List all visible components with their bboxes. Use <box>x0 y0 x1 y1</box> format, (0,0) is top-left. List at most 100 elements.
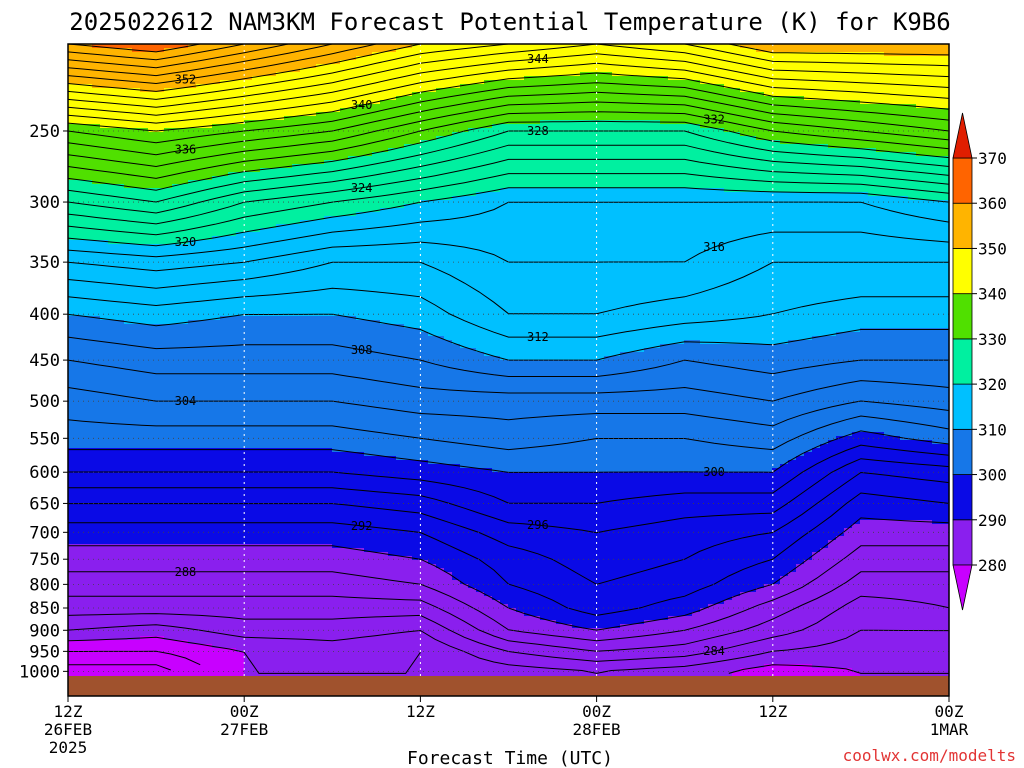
colorbar-high-arrow <box>952 112 973 159</box>
temperature-cell <box>164 128 173 189</box>
temperature-cell <box>180 88 189 129</box>
temperature-cell <box>468 348 477 469</box>
temperature-cell <box>428 92 437 141</box>
temperature-cell <box>548 188 557 361</box>
temperature-cell <box>276 448 285 545</box>
temperature-cell <box>164 44 173 49</box>
temperature-cell <box>100 640 109 677</box>
temperature-cell <box>204 128 213 181</box>
temperature-cell <box>276 168 285 225</box>
temperature-cell <box>732 44 741 89</box>
temperature-cell <box>420 332 429 461</box>
temperature-cell <box>76 180 85 241</box>
temperature-cell <box>444 200 453 341</box>
temperature-cell <box>708 128 717 189</box>
temperature-cell <box>292 448 301 545</box>
temperature-cell <box>556 44 565 77</box>
temperature-cell <box>500 188 509 361</box>
temperature-cell <box>484 356 493 469</box>
temperature-cell <box>332 548 341 677</box>
temperature-cell <box>716 44 725 85</box>
temperature-cell <box>164 448 173 545</box>
temperature-cell <box>460 468 469 585</box>
temperature-cell <box>668 472 677 617</box>
isentrope-336 <box>67 91 950 156</box>
isentrope-282 <box>67 624 949 674</box>
temperature-cell <box>580 72 589 121</box>
temperature-cell <box>596 120 605 189</box>
x-tick-label: 26FEB <box>44 720 92 739</box>
temperature-cell <box>308 220 317 317</box>
temperature-cell <box>116 128 125 185</box>
temperature-cell <box>668 344 677 473</box>
temperature-cell <box>828 336 837 441</box>
colorbar-swatch <box>952 338 973 385</box>
temperature-cell <box>420 200 429 333</box>
isentrope-304 <box>67 387 950 427</box>
colorbar-label: 330 <box>978 330 1007 349</box>
temperature-cell <box>356 56 365 105</box>
temperature-cell <box>156 544 165 637</box>
temperature-cell <box>340 160 349 217</box>
temperature-cell <box>724 44 733 89</box>
temperature-cell <box>84 180 93 241</box>
temperature-cell <box>268 316 277 449</box>
temperature-cell <box>100 48 109 89</box>
colorbar-label: 320 <box>978 375 1007 394</box>
temperature-cell <box>124 44 133 49</box>
temperature-cell <box>188 644 197 677</box>
temperature-cell <box>308 44 317 69</box>
temperature-cell <box>916 44 925 57</box>
temperature-cell <box>148 44 157 53</box>
temperature-cell <box>652 620 661 677</box>
temperature-cell <box>636 472 645 625</box>
temperature-cell <box>860 328 869 433</box>
temperature-cell <box>100 184 109 241</box>
temperature-cell <box>76 124 85 181</box>
y-tick-label: 550 <box>29 429 60 449</box>
temperature-cell <box>196 180 205 241</box>
temperature-cell <box>556 188 565 361</box>
temperature-cell <box>740 344 749 473</box>
contour-label: 288 <box>175 565 197 579</box>
temperature-cell <box>196 240 205 321</box>
temperature-cell <box>812 144 821 193</box>
contour-label: 308 <box>351 343 373 357</box>
temperature-cell <box>508 608 517 677</box>
temperature-cell <box>764 192 773 345</box>
temperature-cell <box>716 188 725 345</box>
temperature-cell <box>532 616 541 677</box>
temperature-cell <box>860 520 869 677</box>
temperature-cell <box>484 44 493 81</box>
temperature-cell <box>452 44 461 89</box>
temperature-cell <box>852 44 861 53</box>
temperature-cell <box>772 664 781 677</box>
temperature-cell <box>764 664 773 677</box>
temperature-cell <box>684 124 693 189</box>
temperature-cell <box>364 552 373 677</box>
temperature-cell <box>516 124 525 189</box>
temperature-cell <box>908 152 917 201</box>
temperature-cell <box>492 192 501 357</box>
temperature-cell <box>932 200 941 329</box>
temperature-cell <box>180 128 189 185</box>
contour-label: 328 <box>527 124 549 138</box>
contour-label: 344 <box>527 52 549 66</box>
temperature-cell <box>140 92 149 129</box>
temperature-cell <box>668 124 677 189</box>
temperature-cell <box>820 192 829 337</box>
temperature-cell <box>148 636 157 677</box>
temperature-cell <box>740 136 749 193</box>
temperature-cell <box>780 464 789 577</box>
isentrope-288 <box>68 545 949 642</box>
temperature-cell <box>572 120 581 189</box>
temperature-cell <box>796 96 805 145</box>
temperature-cell <box>940 156 949 201</box>
temperature-cell <box>604 628 613 677</box>
temperature-cell <box>140 188 149 245</box>
temperature-cell <box>716 344 725 473</box>
temperature-cell <box>292 544 301 677</box>
temperature-cell <box>940 56 949 109</box>
temperature-cell <box>540 44 549 77</box>
